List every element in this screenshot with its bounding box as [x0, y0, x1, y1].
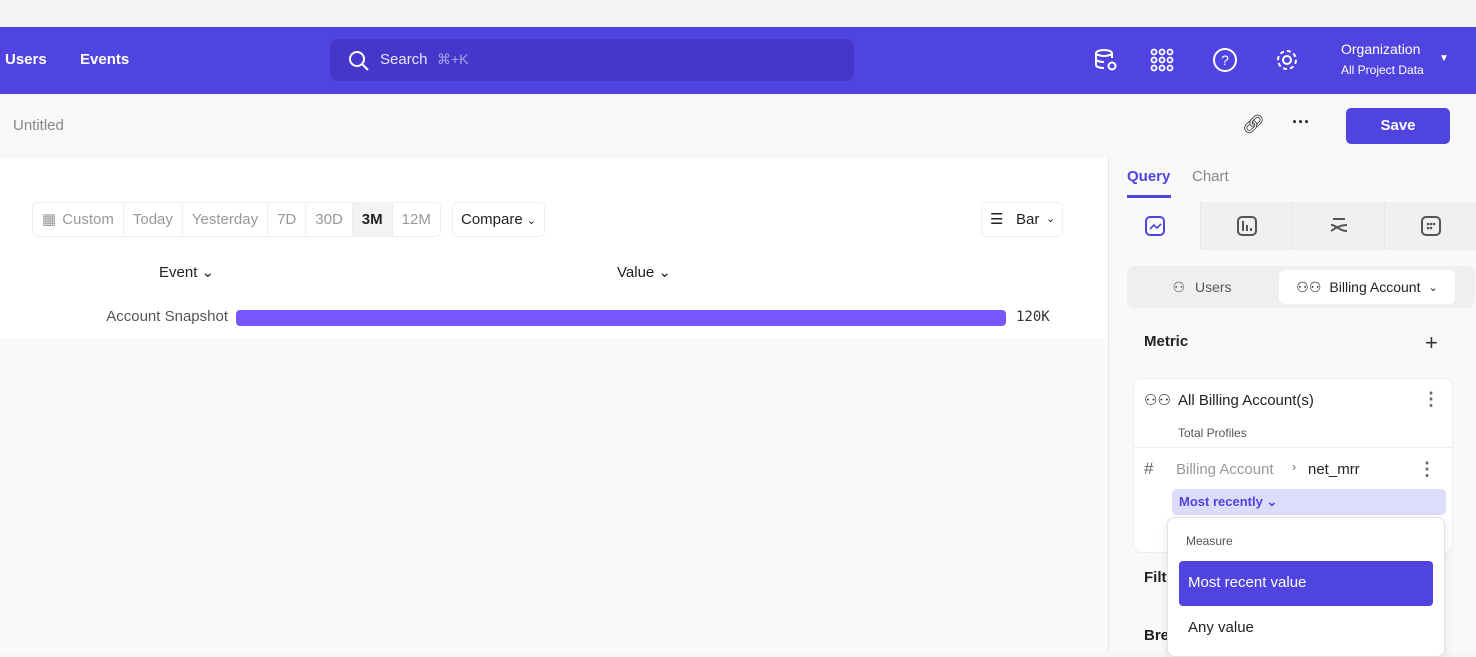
org-name[interactable]: Organization [1341, 41, 1421, 57]
entity-billing-account[interactable]: ⚇⚇ Billing Account ⌄ [1279, 270, 1455, 304]
chart-area-empty [0, 338, 1108, 652]
flows-tab[interactable] [1293, 202, 1385, 250]
report-title[interactable]: Untitled [13, 117, 64, 134]
dropdown-header: Measure [1186, 534, 1233, 548]
column-label: Event [159, 264, 198, 281]
search-shortcut: ⌘+K [437, 51, 469, 67]
aggregation-label: Most recently [1179, 494, 1263, 509]
column-label: Value [617, 264, 655, 281]
report-header: Untitled 🔗︎ ··· Save [0, 94, 1476, 158]
search-input[interactable]: Search ⌘+K [330, 39, 854, 81]
bar-chart-icon: ☰ [990, 211, 1004, 228]
bar[interactable] [236, 310, 1006, 326]
tab-query[interactable]: Query [1127, 168, 1171, 185]
retention-tab[interactable] [1385, 202, 1476, 250]
more-icon[interactable]: ··· [1292, 112, 1310, 132]
active-tab-indicator [1127, 195, 1171, 198]
measure-dropdown: Measure Most recent value Any value [1167, 517, 1445, 657]
org-scope[interactable]: All Project Data [1341, 63, 1424, 77]
metric-subtitle: Total Profiles [1178, 426, 1247, 440]
property-name[interactable]: net_mrr [1308, 461, 1360, 478]
entity-toggle: ⚇ Users ⚇⚇ Billing Account ⌄ [1127, 266, 1475, 308]
chart-type-select[interactable]: ☰ Bar ⌄ [981, 202, 1063, 237]
org-caret-icon[interactable]: ▼ [1439, 53, 1449, 64]
aggregation-select[interactable]: Most recently ⌄ [1172, 489, 1446, 515]
calendar-grid-icon [1420, 216, 1441, 236]
top-strip [0, 0, 1476, 27]
divider [1134, 447, 1454, 448]
insights-tab[interactable] [1109, 202, 1201, 250]
bar-category-label: Account Snapshot [106, 308, 228, 325]
chart-area: ▦ Custom Today Yesterday 7D 30D 3M 12M Co… [0, 158, 1108, 338]
property-parent[interactable]: Billing Account [1176, 461, 1274, 478]
option-any-value[interactable]: Any value [1188, 619, 1254, 636]
database-settings-icon[interactable] [1093, 47, 1119, 73]
bar-chart-icon [1236, 216, 1257, 236]
svg-text:?: ? [1221, 52, 1229, 68]
column-header-value[interactable]: Value ⌄ [617, 264, 672, 281]
bar-chart [236, 310, 1006, 326]
filters-heading: Filt [1144, 569, 1167, 586]
range-today[interactable]: Today [124, 203, 183, 236]
search-icon [349, 51, 369, 71]
numeric-property-icon: # [1144, 459, 1154, 478]
chevron-down-icon: ⌄ [1428, 281, 1438, 294]
range-yesterday[interactable]: Yesterday [183, 203, 269, 236]
chevron-down-icon: ⌄ [1266, 494, 1278, 509]
range-3m[interactable]: 3M [352, 203, 393, 236]
group-icon: ⚇⚇ [1144, 392, 1171, 409]
nav-events[interactable]: Events [80, 51, 130, 68]
metric-title[interactable]: All Billing Account(s) [1178, 392, 1314, 409]
range-12m[interactable]: 12M [401, 211, 431, 228]
settings-gear-icon[interactable] [1274, 47, 1300, 73]
chevron-right-icon: › [1292, 459, 1297, 474]
entity-label: Billing Account [1329, 279, 1421, 295]
chevron-down-icon: ⌄ [1046, 213, 1056, 225]
option-most-recent-value[interactable]: Most recent value [1179, 561, 1433, 606]
breakdown-heading: Bre [1144, 627, 1170, 644]
top-nav: Users Events Search ⌘+K ? Organization A… [0, 27, 1476, 94]
user-icon: ⚇ [1172, 278, 1185, 295]
calendar-icon: ▦ [42, 211, 57, 228]
range-30d[interactable]: 30D [306, 203, 353, 236]
tab-chart[interactable]: Chart [1192, 168, 1229, 185]
column-header-event[interactable]: Event ⌄ [159, 264, 215, 281]
chart-type-label: Bar [1016, 211, 1040, 228]
entity-users[interactable]: ⚇ Users [1127, 266, 1277, 308]
compare-label: Compare [461, 211, 523, 228]
entity-label: Users [1195, 279, 1232, 295]
nav-users[interactable]: Users [5, 51, 47, 68]
metric-heading: Metric [1144, 333, 1189, 350]
kebab-menu-icon[interactable]: ⋮ [1422, 389, 1440, 409]
save-button[interactable]: Save [1346, 108, 1450, 144]
compare-button[interactable]: Compare ⌄ [452, 202, 546, 237]
bar-value-label: 120K [1016, 309, 1050, 325]
link-icon[interactable]: 🔗︎ [1242, 114, 1265, 134]
analysis-type-tabs [1109, 202, 1476, 250]
range-label: Custom [62, 211, 114, 228]
range-7d[interactable]: 7D [268, 203, 307, 236]
funnels-tab[interactable] [1201, 202, 1293, 250]
apps-grid-icon[interactable] [1149, 47, 1175, 73]
help-icon[interactable]: ? [1212, 47, 1238, 73]
date-range-picker: ▦ Custom Today Yesterday 7D 30D 3M 12M [32, 202, 441, 237]
flows-icon [1329, 218, 1347, 232]
search-placeholder: Search [380, 51, 428, 68]
group-icon: ⚇⚇ [1296, 278, 1322, 295]
add-metric-icon[interactable]: + [1425, 330, 1438, 355]
range-custom[interactable]: ▦ Custom [33, 203, 124, 236]
kebab-menu-icon[interactable]: ⋮ [1418, 459, 1436, 479]
line-chart-icon [1144, 216, 1165, 236]
chevron-down-icon: ⌄ [526, 215, 537, 227]
